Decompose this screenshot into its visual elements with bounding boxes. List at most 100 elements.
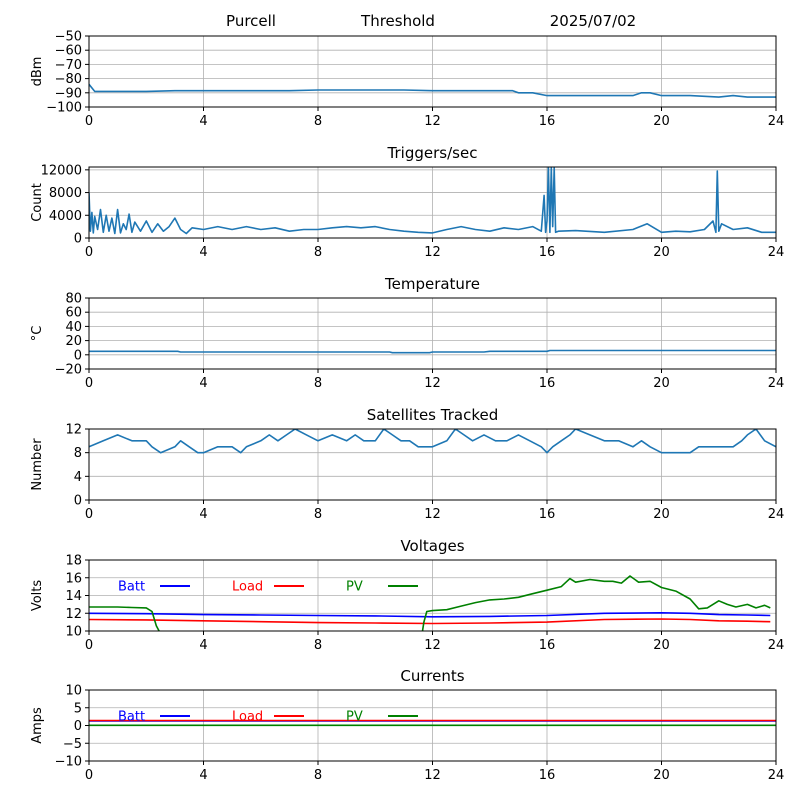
x-tick-label: 12	[424, 114, 441, 129]
panel-title: Satellites Tracked	[367, 406, 498, 424]
panel-threshold: 0 4 8 12 16 20 24 −100−90−80−70−60−50 dBm	[30, 30, 784, 130]
x-tick-label: 4	[199, 376, 207, 391]
x-tick-label: 20	[653, 507, 670, 522]
x-tick-label: 4	[199, 245, 207, 260]
series-line-data	[89, 167, 776, 235]
series-group	[89, 349, 776, 354]
panel-voltages: 0 4 8 12 16 20 24 10 12 14 16 18 Voltages Volts Batt Lo…	[30, 537, 784, 653]
y-tick-label: −80	[55, 72, 82, 87]
y-tick-label: 0	[74, 494, 82, 509]
y-axis-label: Amps	[30, 707, 45, 744]
y-tick-label: 18	[65, 554, 82, 569]
y-axis-label: °C	[30, 326, 45, 342]
x-tick-label: 4	[199, 507, 207, 522]
panel-currents: 0 4 8 12 16 20 24 −10 −5 0 5 10 Currents Amps Batt Load…	[30, 667, 784, 783]
x-tick-label: 20	[653, 376, 670, 391]
series-line-batt	[89, 611, 771, 618]
x-tick-label: 12	[424, 376, 441, 391]
panel-title: Temperature	[384, 275, 480, 293]
x-tick-label: 20	[653, 768, 670, 783]
x-tick-label: 12	[424, 245, 441, 260]
x-tick-label: 20	[653, 245, 670, 260]
y-tick-label: 0	[74, 348, 82, 363]
y-tick-label: −50	[55, 30, 82, 45]
y-tick-label: 60	[65, 306, 82, 321]
x-tick-label: 8	[314, 768, 322, 783]
x-tick-label: 24	[768, 768, 785, 783]
series-group	[89, 719, 776, 727]
y-tick-label: 14	[65, 589, 82, 604]
y-tick-label: −10	[55, 755, 82, 770]
x-tick-label: 0	[85, 376, 93, 391]
panel-triggers: 0 4 8 12 16 20 24 0 4000 8000 12000 Triggers/sec Cou…	[30, 144, 784, 260]
x-tick-label: 16	[539, 114, 556, 129]
legend-label-load: Load	[232, 580, 263, 595]
y-tick-label: 10	[65, 625, 82, 640]
legend-label-batt: Batt	[118, 710, 145, 725]
y-axis-label: Volts	[30, 580, 45, 612]
y-tick-label: 10	[65, 684, 82, 699]
y-tick-label: −90	[55, 86, 82, 101]
legend-label-pv: PV	[346, 710, 363, 725]
x-tick-label: 24	[768, 114, 785, 129]
x-tick-label: 16	[539, 507, 556, 522]
x-tick-label: 16	[539, 638, 556, 653]
y-tick-label: 80	[65, 292, 82, 307]
y-tick-label: −5	[63, 737, 82, 752]
x-tick-label: 24	[768, 245, 785, 260]
x-tick-label: 8	[314, 114, 322, 129]
x-tick-label: 16	[539, 768, 556, 783]
x-tick-label: 12	[424, 768, 441, 783]
y-tick-label: 5	[74, 701, 82, 716]
y-tick-label: −100	[46, 101, 82, 116]
x-tick-label: 0	[85, 114, 93, 129]
y-tick-label: 8000	[49, 186, 82, 201]
y-tick-label: 12000	[41, 163, 82, 178]
y-tick-label: 12	[65, 607, 82, 622]
y-tick-label: 12	[65, 423, 82, 438]
x-tick-label: 8	[314, 376, 322, 391]
x-tick-label: 8	[314, 638, 322, 653]
header-date: 2025/07/02	[550, 12, 636, 30]
y-axis-label: Number	[30, 438, 45, 491]
y-tick-label: 8	[74, 446, 82, 461]
series-line-data	[89, 349, 776, 354]
y-tick-label: 40	[65, 320, 82, 335]
y-tick-label: 16	[65, 571, 82, 586]
panel-satellites: 0 4 8 12 16 20 24 0 4 8 12 Satellites Tracked Number	[30, 406, 784, 522]
x-tick-label: 4	[199, 768, 207, 783]
y-axis-label: dBm	[30, 57, 45, 87]
series-group	[89, 429, 776, 454]
legend-label-pv: PV	[346, 580, 363, 595]
y-tick-label: 20	[65, 334, 82, 349]
series-group	[89, 83, 776, 98]
x-tick-label: 12	[424, 507, 441, 522]
series-line-data	[89, 429, 776, 454]
y-tick-label: 0	[74, 719, 82, 734]
legend-label-batt: Batt	[118, 580, 145, 595]
y-axis-label: Count	[30, 183, 45, 222]
x-tick-label: 16	[539, 376, 556, 391]
x-tick-label: 4	[199, 114, 207, 129]
y-tick-label: −70	[55, 58, 82, 73]
header-subtitle: Threshold	[360, 12, 435, 30]
x-tick-label: 8	[314, 507, 322, 522]
y-tick-label: 0	[74, 232, 82, 247]
x-tick-label: 0	[85, 638, 93, 653]
series-group	[89, 167, 776, 235]
x-tick-label: 24	[768, 376, 785, 391]
x-tick-label: 8	[314, 245, 322, 260]
header-site: Purcell	[226, 12, 276, 30]
y-tick-label: −60	[55, 44, 82, 59]
x-tick-label: 24	[768, 507, 785, 522]
series-line-data	[89, 83, 776, 98]
y-tick-label: −20	[55, 363, 82, 378]
x-tick-label: 20	[653, 638, 670, 653]
series-line-pv	[421, 575, 771, 631]
x-tick-label: 20	[653, 114, 670, 129]
x-tick-label: 16	[539, 245, 556, 260]
